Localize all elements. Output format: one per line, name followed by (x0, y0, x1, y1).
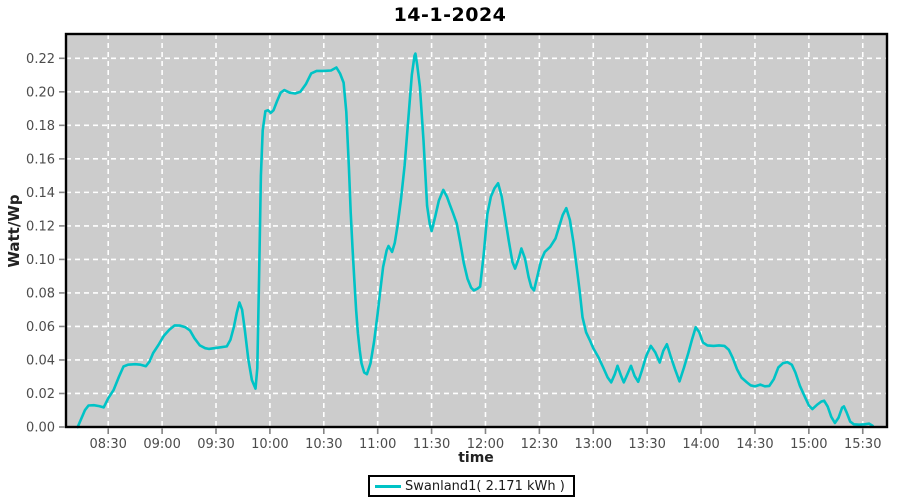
y-tick-label: 0.22 (26, 52, 55, 67)
y-tick-label: 0.00 (26, 421, 55, 436)
x-tick-label: 14:30 (736, 437, 773, 452)
x-tick-label: 12:30 (521, 437, 558, 452)
y-tick-label: 0.06 (26, 320, 55, 335)
y-axis-title: Watt/Wp (5, 194, 23, 268)
y-tick-label: 0.04 (26, 353, 55, 368)
x-tick-label: 15:00 (790, 437, 827, 452)
x-tick-label: 13:30 (628, 437, 665, 452)
x-tick-label: 13:00 (575, 437, 612, 452)
x-tick-label: 08:30 (89, 437, 126, 452)
y-tick-label: 0.14 (26, 186, 55, 201)
series-line (76, 52, 874, 429)
plot-border (64, 32, 889, 429)
x-tick-label: 09:00 (143, 437, 180, 452)
x-tick-label: 10:00 (251, 437, 288, 452)
x-tick-label: 09:30 (197, 437, 234, 452)
chart-title: 14-1-2024 (393, 4, 507, 26)
y-tick-label: 0.20 (26, 85, 55, 100)
x-tick-label: 11:30 (413, 437, 450, 452)
x-tick-label: 14:00 (682, 437, 719, 452)
x-tick-label: 10:30 (305, 437, 342, 452)
y-tick-label: 0.16 (26, 152, 55, 167)
y-tick-label: 0.12 (26, 219, 55, 234)
y-tick-label: 0.02 (26, 387, 55, 402)
y-tick-label: 0.08 (26, 286, 55, 301)
x-axis-title: time (458, 450, 494, 466)
plot-background (66, 34, 887, 427)
x-tick-label: 15:30 (844, 437, 881, 452)
legend: Swanland1( 2.171 kWh ) (368, 475, 575, 497)
y-tick-label: 0.18 (26, 119, 55, 134)
x-tick-label: 11:00 (359, 437, 396, 452)
legend-label: Swanland1( 2.171 kWh ) (405, 478, 565, 494)
x-tick-label: 12:00 (467, 437, 504, 452)
legend-line-swatch (375, 484, 401, 488)
y-tick-label: 0.10 (26, 253, 55, 268)
